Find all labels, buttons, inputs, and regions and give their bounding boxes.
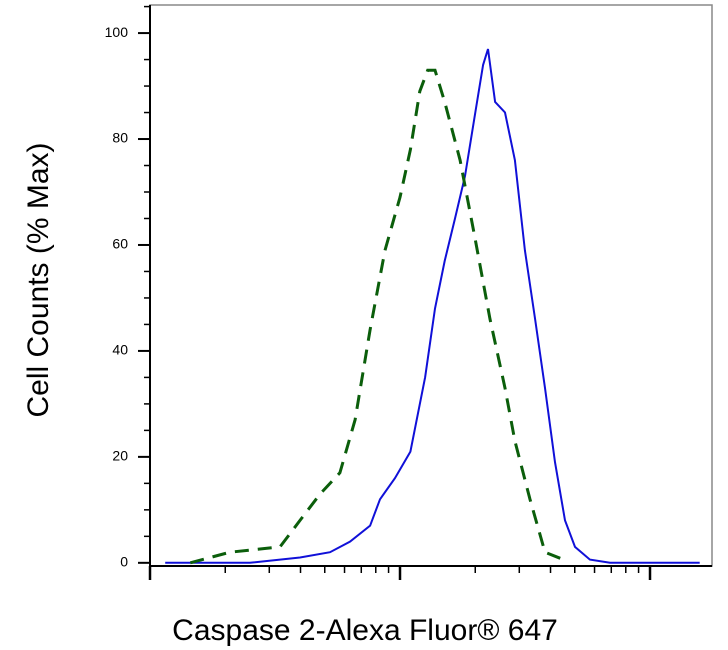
y-tick-label: 0 [120,554,128,570]
series-line [165,48,700,564]
y-axis-title: Cell Counts (% Max) [22,142,55,417]
x-axis-title: Caspase 2-Alexa Fluor® 647 [172,614,558,647]
y-tick-label: 60 [112,236,128,252]
y-tick-label: 40 [112,342,128,358]
y-tick-label: 80 [112,130,128,146]
plot-frame [149,4,713,567]
y-tick-label: 20 [112,448,128,464]
series-line [189,68,566,565]
y-tick-label: 100 [105,24,129,40]
